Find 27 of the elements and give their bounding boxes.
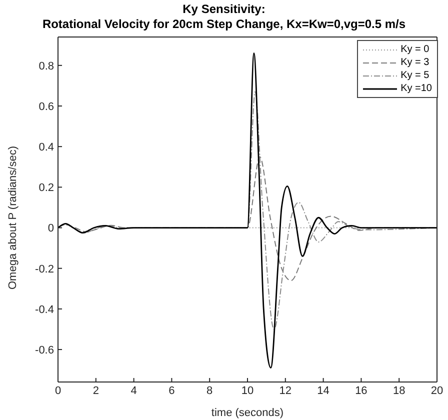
x-tick-label: 8 xyxy=(206,384,213,397)
y-tick-label: 0.2 xyxy=(38,182,54,194)
y-tick-label: 0.8 xyxy=(38,60,54,72)
y-tick-label: 0.4 xyxy=(38,141,54,154)
y-tick-label: 0 xyxy=(48,222,54,235)
x-tick-label: 10 xyxy=(241,384,254,397)
legend-label: Ky = 0 xyxy=(400,43,430,56)
x-tick-label: 2 xyxy=(92,384,99,397)
x-tick-label: 12 xyxy=(279,384,292,397)
y-tick-label: -0.2 xyxy=(35,263,54,276)
x-tick-label: 4 xyxy=(130,384,137,397)
x-tick-label: 14 xyxy=(317,384,330,397)
chart-subtitle: Rotational Velocity for 20cm Step Change, Kx=Kw=0,vg=0.5 m/s xyxy=(41,17,407,32)
x-tick-label: 20 xyxy=(430,384,444,397)
y-axis-title: Omega about P (radians/sec) xyxy=(6,146,19,290)
chart-title: Ky Sensitivity: xyxy=(182,2,266,17)
legend-label: Ky = 5 xyxy=(400,69,430,82)
y-tick-label: -0.4 xyxy=(35,304,54,316)
x-tick-label: 16 xyxy=(355,384,368,397)
x-tick-label: 6 xyxy=(168,384,175,397)
line-series xyxy=(58,52,437,368)
x-axis-title: time (seconds) xyxy=(211,407,284,419)
legend-label: Ky =10 xyxy=(400,82,432,95)
x-tick-label: 18 xyxy=(392,384,406,397)
y-tick-label: -0.6 xyxy=(35,344,54,356)
y-tick-label: 0.6 xyxy=(38,100,54,113)
legend-label: Ky = 3 xyxy=(400,56,430,69)
